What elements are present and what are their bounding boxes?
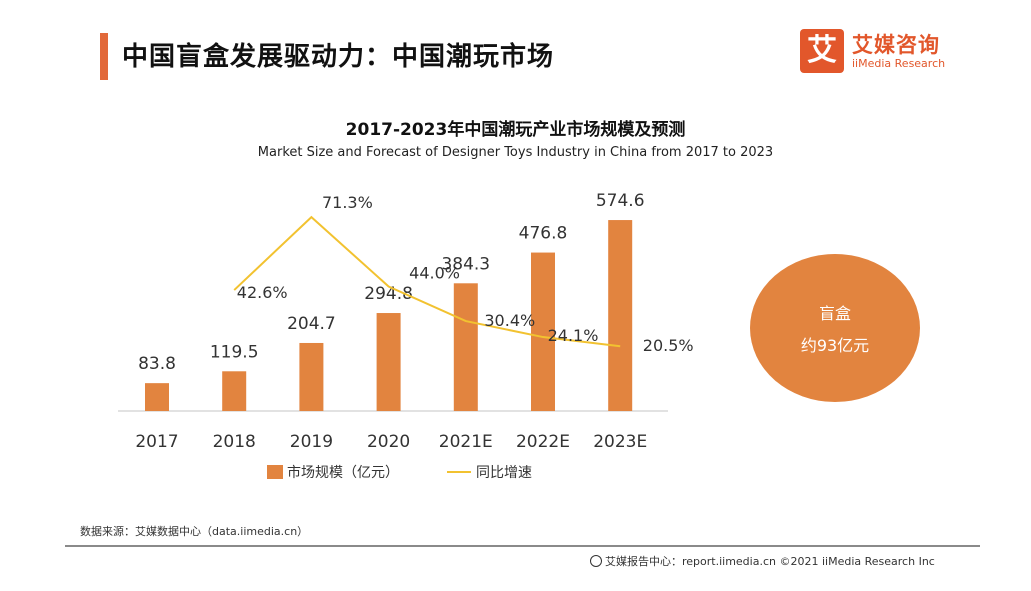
growth-label-2022E: 24.1% xyxy=(548,326,599,345)
bar-label-2022E: 476.8 xyxy=(519,224,568,244)
chart-title: 2017-2023年中国潮玩产业市场规模及预测 xyxy=(345,120,686,140)
x-tick-2018: 2018 xyxy=(213,432,256,452)
bar-2021E xyxy=(453,283,478,411)
bar-label-2019: 204.7 xyxy=(287,314,336,334)
bar-label-2017: 83.8 xyxy=(138,354,176,374)
logo-english-name: iiMedia Research xyxy=(852,57,946,70)
callout-value: 约93亿元 xyxy=(800,336,870,355)
bar-2017 xyxy=(145,383,169,411)
x-tick-2017: 2017 xyxy=(135,432,178,452)
blind-box-callout: 盲盒 约93亿元 xyxy=(750,254,920,402)
footer-divider xyxy=(65,545,980,547)
legend-line-label: 同比增速 xyxy=(476,465,532,481)
logo-chinese-name: 艾媒咨询 xyxy=(852,33,940,57)
bar-2023E xyxy=(608,220,633,411)
growth-label-2023E: 20.5% xyxy=(643,336,694,355)
bar-label-2021E: 384.3 xyxy=(441,254,490,274)
legend-line-swatch xyxy=(447,471,471,473)
bar-2022E xyxy=(531,252,555,411)
chart-subtitle: Market Size and Forecast of Designer Toy… xyxy=(257,145,774,160)
x-tick-2023E: 2023E xyxy=(593,432,647,452)
x-tick-2019: 2019 xyxy=(290,432,333,452)
callout-label: 盲盒 xyxy=(818,304,851,323)
growth-label-2021E: 30.4% xyxy=(484,311,535,330)
bar-label-2020: 294.8 xyxy=(364,284,413,304)
footer-text: 艾媒报告中心：report.iimedia.cn ©2021 iiMedia R… xyxy=(605,555,935,568)
x-tick-2022E: 2022E xyxy=(516,432,570,452)
growth-label-2020: 44.0% xyxy=(409,263,460,282)
page-title: 中国盲盒发展驱动力：中国潮玩市场 xyxy=(122,42,555,72)
globe-icon xyxy=(590,555,602,567)
data-source: 数据来源：艾媒数据中心（data.iimedia.cn） xyxy=(80,525,309,538)
bar-label-2023E: 574.6 xyxy=(596,191,645,211)
growth-rate-line xyxy=(233,215,621,348)
legend-bar-label: 市场规模（亿元） xyxy=(287,465,399,481)
title-accent-bar xyxy=(100,33,108,80)
growth-label-2018: 42.6% xyxy=(237,283,288,302)
x-tick-2021E: 2021E xyxy=(439,432,493,452)
footer-credit: 艾媒报告中心：report.iimedia.cn ©2021 iiMedia R… xyxy=(590,553,935,569)
bar-label-2018: 119.5 xyxy=(210,342,259,362)
bar-2020 xyxy=(376,313,401,411)
bar-2018 xyxy=(222,371,247,411)
x-tick-2020: 2020 xyxy=(367,432,410,452)
logo-mark: 艾 xyxy=(800,29,844,73)
legend-bar-swatch xyxy=(267,465,283,479)
bar-2019 xyxy=(299,342,324,411)
brand-logo: 艾 艾媒咨询 iiMedia Research xyxy=(800,27,980,77)
growth-label-2019: 71.3% xyxy=(322,193,373,212)
